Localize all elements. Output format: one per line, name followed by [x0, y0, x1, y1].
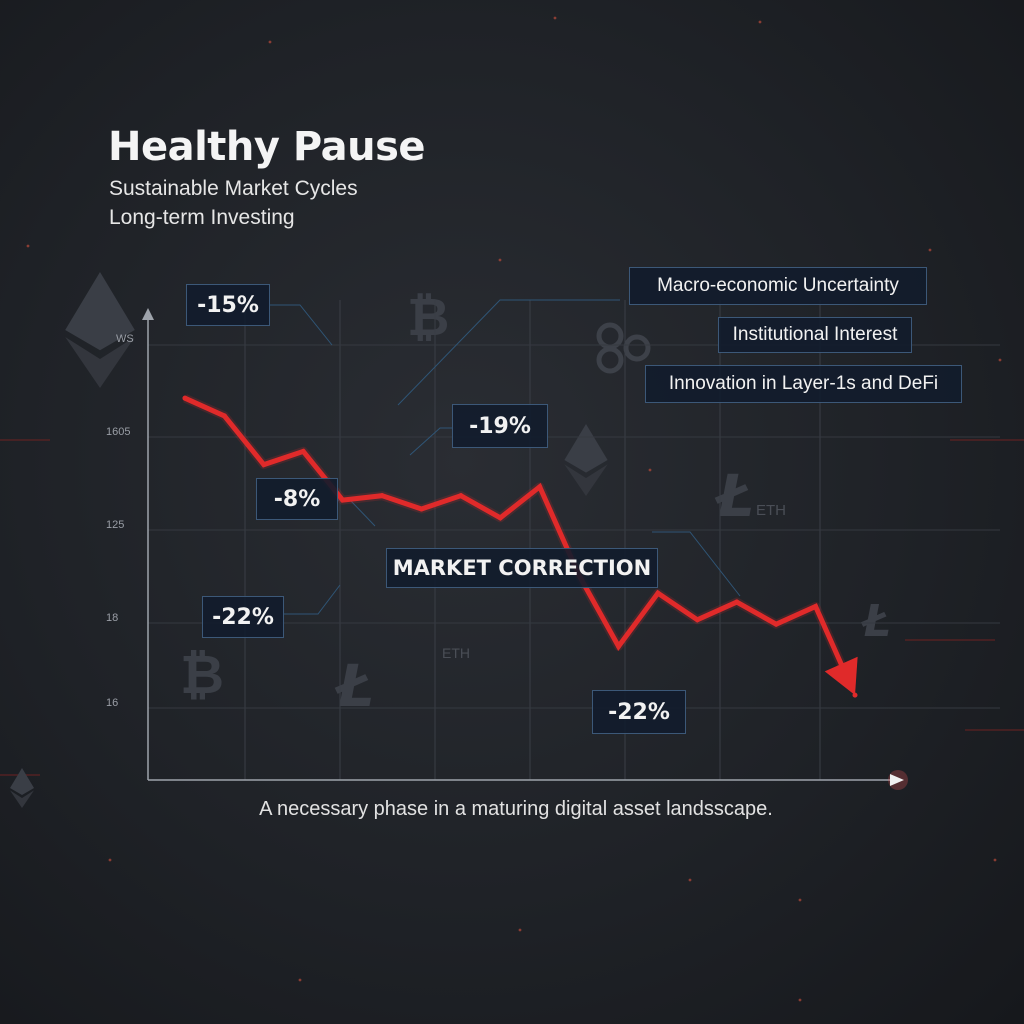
data-point [497, 515, 503, 521]
data-point [182, 395, 188, 401]
eth-mark: ETH [442, 645, 470, 661]
data-point [694, 617, 700, 623]
percent-label-22-left: -22% [202, 596, 284, 638]
background-dust [998, 358, 1002, 362]
ethereum-icon [65, 336, 135, 388]
background-dust [518, 928, 522, 932]
y-tick-label: 16 [106, 697, 118, 709]
ripple-icon [596, 322, 624, 350]
series-arrowhead [824, 656, 858, 696]
background-dust [798, 998, 802, 1002]
data-point [655, 590, 661, 596]
background-dust [993, 858, 997, 862]
y-tick-label: 125 [106, 519, 124, 531]
data-point [813, 603, 819, 609]
ripple-icon [596, 346, 624, 374]
axes: WS 1605 125 18 16 [106, 308, 908, 790]
y-tick-label: 1605 [106, 426, 130, 438]
background-dust [648, 468, 652, 472]
data-point [340, 497, 346, 503]
data-point [773, 621, 779, 627]
ethereum-icon [564, 424, 608, 473]
ripple-icon [623, 334, 651, 362]
factor-macro-uncertainty: Macro-economic Uncertainty [629, 267, 927, 305]
series-line [182, 394, 858, 698]
percent-label-19: -19% [452, 404, 548, 448]
ethereum-icon [10, 790, 34, 808]
background-dust [26, 244, 30, 248]
label-connector [409, 427, 452, 456]
grid [148, 300, 1000, 780]
data-point [379, 493, 385, 499]
litecoin-icon: Ł [334, 652, 374, 720]
percent-label-22-bottom: -22% [592, 690, 686, 734]
data-point [261, 462, 267, 468]
data-point [458, 493, 464, 499]
percent-label-15: -15% [186, 284, 270, 326]
percent-label-8: -8% [256, 478, 338, 520]
litecoin-icon: Ł [860, 596, 891, 647]
background-dust [758, 20, 762, 24]
ethereum-icon [65, 272, 135, 351]
y-tick-label: WS [116, 333, 134, 345]
ethereum-icon [10, 768, 34, 795]
data-point [537, 484, 543, 490]
litecoin-icon: Ł [714, 462, 754, 530]
data-point [734, 599, 740, 605]
background-dust [553, 16, 557, 20]
ethereum-icon [564, 464, 608, 496]
eth-mark: ETH [756, 502, 786, 519]
subtitle-market-cycles: Sustainable Market Cycles [109, 177, 358, 200]
data-point [418, 506, 424, 512]
series-line-path [182, 395, 847, 674]
background-dust [798, 898, 802, 902]
data-point [852, 692, 858, 698]
label-connector [397, 299, 620, 406]
chart-title: Healthy Pause [108, 124, 426, 170]
background-dust [498, 258, 502, 262]
label-connector [270, 304, 333, 346]
data-point [300, 448, 306, 454]
chart-caption: A necessary phase in a maturing digital … [259, 798, 773, 820]
factor-innovation: Innovation in Layer-1s and DeFi [645, 365, 962, 403]
y-axis-arrow [142, 308, 154, 320]
background-dust [928, 248, 932, 252]
background-dust [108, 858, 112, 862]
market-correction-label: MARKET CORRECTION [386, 548, 658, 588]
background-dust [688, 878, 692, 882]
y-tick-label: 18 [106, 612, 118, 624]
data-point [616, 643, 622, 649]
subtitle-long-term: Long-term Investing [109, 206, 295, 229]
data-point [221, 413, 227, 419]
background-dust [268, 40, 272, 44]
factor-institutional-interest: Institutional Interest [718, 317, 912, 353]
x-axis-arrow [890, 774, 904, 786]
bitcoin-icon: ₿ [180, 643, 224, 706]
bitcoin-icon: ₿ [407, 288, 449, 348]
label-connector [284, 584, 341, 615]
label-connector [652, 531, 741, 597]
background-dust [298, 978, 302, 982]
